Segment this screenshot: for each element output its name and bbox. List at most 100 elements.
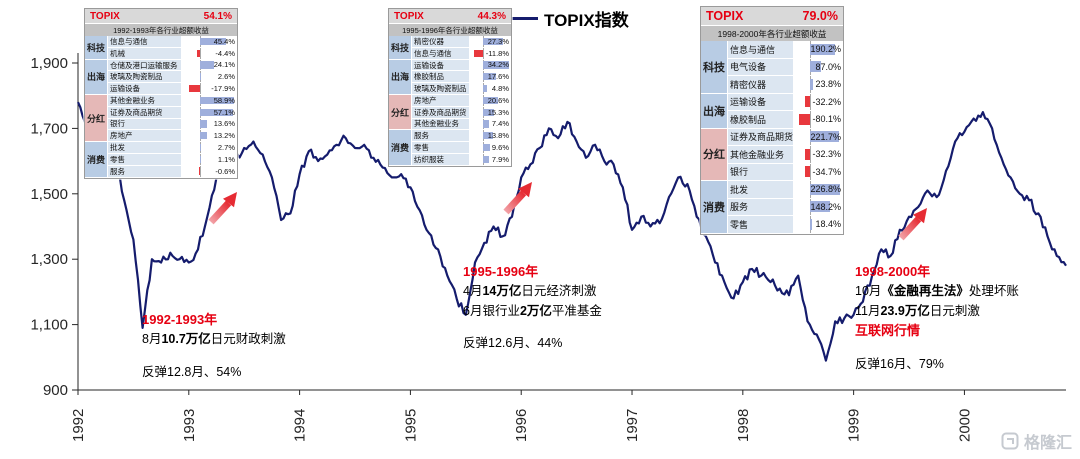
- sector-group: 消费 批发 226.8% 服务 148.2% 零售 18.4%: [701, 181, 843, 234]
- annotation-line: 8月10.7万亿日元财政刺激: [142, 330, 286, 349]
- return-value: 148.2%: [810, 201, 841, 212]
- zero-line: [199, 47, 201, 59]
- table-row: 服务 148.2%: [728, 198, 843, 216]
- return-bar: [798, 113, 810, 125]
- industry-label: 玻璃及陶瓷制品: [412, 83, 470, 94]
- annotation-line: 互联网行情: [855, 321, 1019, 341]
- zero-line: [809, 163, 811, 180]
- excess-return-cell: -11.8%: [470, 47, 511, 59]
- table-row: 证券及商品期货 57.1%: [108, 106, 237, 119]
- return-bar: [483, 61, 509, 69]
- excess-return-cell: 13.2%: [182, 130, 237, 142]
- return-bar: [483, 143, 491, 152]
- event-annotation-1992-1993: 1992-1993年 8月10.7万亿日元财政刺激 反弹12.8月、54%: [142, 310, 286, 382]
- table-row: 其他金融业务 58.9%: [108, 94, 237, 107]
- annotation-line: 反弹12.6月、44%: [463, 334, 602, 353]
- excess-return-cell: 24.1%: [182, 59, 237, 71]
- annotation-line: 4月14万亿日元经济刺激: [463, 282, 602, 301]
- legend-line-swatch: [512, 17, 538, 20]
- return-bar: [483, 120, 489, 128]
- annotation-text: 互联网行情: [855, 323, 921, 339]
- table-row: 电气设备 87.0%: [728, 58, 843, 76]
- excess-return-cell: 18.4%: [794, 216, 843, 233]
- return-value: -11.8%: [485, 48, 509, 58]
- excess-return-cell: 45.4%: [182, 36, 237, 47]
- table-header: TOPIX 79.0%: [701, 7, 843, 26]
- excess-return-cell: 23.8%: [794, 76, 843, 93]
- annotation-text: 日元财政刺激: [210, 332, 286, 347]
- return-value: 221.7%: [810, 131, 841, 142]
- zero-line: [483, 47, 485, 59]
- return-value: 190.2%: [810, 44, 841, 55]
- industry-label: 纺织服装: [412, 153, 470, 165]
- sector-group: 出海 运输设备 -32.2% 橡胶制品 -80.1%: [701, 93, 843, 129]
- return-value: 9.6%: [491, 143, 509, 153]
- legend-label: TOPIX指数: [544, 11, 629, 30]
- table-row: 房地产 13.2%: [108, 130, 237, 142]
- sector-category: 科技: [701, 41, 728, 93]
- table-row: 机械 -4.4%: [108, 47, 237, 59]
- x-tick-label: 1998: [735, 409, 752, 442]
- return-value: 1.1%: [217, 154, 235, 164]
- industry-label: 服务: [108, 165, 182, 177]
- return-bar: [805, 148, 810, 160]
- excess-return-cell: 87.0%: [794, 58, 843, 75]
- return-value: 34.2%: [487, 60, 509, 70]
- excess-return-cell: 57.1%: [182, 106, 237, 118]
- return-bar: [483, 84, 487, 93]
- return-value: 2.6%: [217, 72, 235, 82]
- table-row: 运输设备 -32.2%: [728, 93, 843, 111]
- zero-line: [809, 93, 811, 110]
- sector-group: 科技 精密仪器 27.3% 信息与通信 -11.8%: [389, 36, 511, 60]
- sector-category: 科技: [85, 36, 108, 59]
- return-bar: [805, 166, 810, 178]
- excess-return-cell: 2.7%: [182, 142, 237, 153]
- sector-category: 出海: [389, 59, 412, 94]
- industry-label: 证券及商品期货: [728, 128, 794, 145]
- y-tick-label: 1,900: [30, 55, 68, 72]
- return-value: 2.7%: [217, 143, 235, 153]
- x-tick-label: 1996: [513, 409, 530, 442]
- y-tick-label: 1,500: [30, 186, 68, 203]
- excess-return-cell: 7.4%: [470, 118, 511, 130]
- table-header: TOPIX 44.3%: [389, 9, 511, 24]
- x-tick-label: 2000: [956, 409, 973, 442]
- y-tick-label: 1,700: [30, 120, 68, 137]
- sector-rows: 仓储及港口运输服务 24.1% 玻璃及陶瓷制品 2.6% 运输设备 -17.9%: [108, 59, 237, 94]
- table-index-label: TOPIX: [394, 10, 424, 22]
- return-bar: [474, 49, 484, 57]
- industry-label: 房地产: [412, 94, 470, 106]
- return-bar: [809, 183, 841, 195]
- excess-return-cell: 20.6%: [470, 94, 511, 106]
- excess-return-cell: 13.8%: [470, 130, 511, 142]
- annotation-text: 反弹12.8月、54%: [142, 364, 242, 379]
- return-bar: [198, 167, 200, 175]
- x-tick-label: 1993: [181, 409, 198, 442]
- industry-label: 服务: [728, 198, 794, 215]
- sector-group: 科技 信息与通信 45.4% 机械 -4.4%: [85, 36, 237, 60]
- table-row: 服务 -0.6%: [108, 165, 237, 177]
- zero-line: [199, 165, 201, 177]
- return-bar: [809, 61, 822, 73]
- annotation-text: 1998-2000年: [855, 264, 931, 279]
- table-row: 服务 13.8%: [412, 130, 511, 143]
- return-value: -32.3%: [812, 149, 841, 160]
- table-row: 信息与通信 -11.8%: [412, 47, 511, 59]
- sector-group: 消费 服务 13.8% 零售 9.6% 纺织服装 7.9%: [389, 130, 511, 166]
- sector-category: 出海: [701, 93, 728, 128]
- table-row: 信息与通信 190.2%: [728, 41, 843, 59]
- x-tick-label: 1992: [70, 409, 87, 442]
- annotation-text: 1995-1996年: [463, 264, 539, 279]
- gelonghui-logo-icon: [1001, 432, 1019, 450]
- return-value: 226.8%: [810, 184, 841, 195]
- annotation-text: 4月: [463, 284, 483, 299]
- industry-label: 房地产: [108, 130, 182, 142]
- return-bar: [483, 108, 495, 116]
- annotation-line: 11月23.9万亿日元刺激: [855, 302, 1019, 321]
- sector-group: 出海 仓储及港口运输服务 24.1% 玻璃及陶瓷制品 2.6% 运输设备 -17.9%: [85, 59, 237, 95]
- return-value: 20.6%: [487, 95, 509, 105]
- chart-legend: TOPIX指数: [512, 6, 629, 31]
- excess-return-cell: 7.9%: [470, 153, 511, 165]
- sector-rows: 运输设备 -32.2% 橡胶制品 -80.1%: [728, 93, 843, 128]
- sector-category: 出海: [85, 59, 108, 94]
